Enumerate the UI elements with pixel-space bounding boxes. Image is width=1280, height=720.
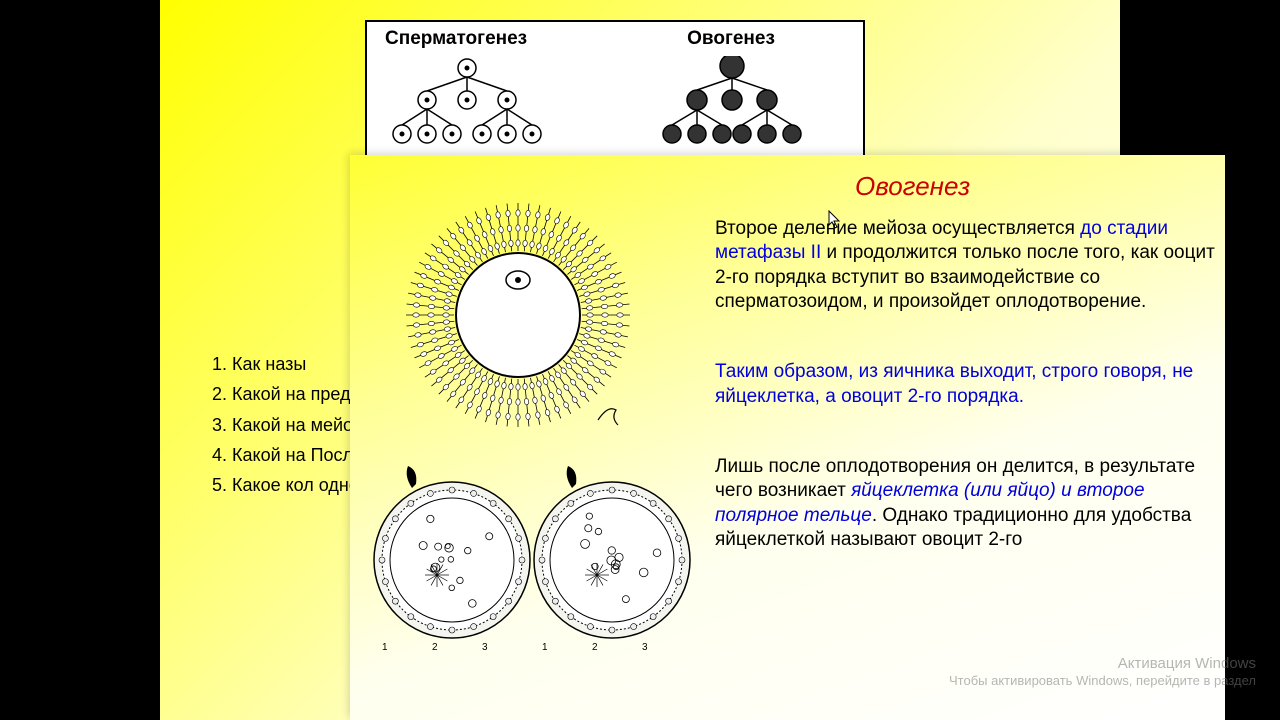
paragraph-1: Второе деление мейоза осуществляется до … — [715, 217, 1225, 314]
oogenesis-label: Овогенез — [687, 28, 775, 50]
svg-text:2: 2 — [432, 642, 438, 653]
svg-text:2: 2 — [592, 642, 598, 653]
main-text: Второе деление мейоза осуществляется до … — [715, 217, 1225, 552]
watermark-line1: Активация Windows — [949, 654, 1256, 674]
svg-text:1: 1 — [382, 642, 388, 653]
paragraph-3: Лишь после оплодотворения он делится, в … — [715, 455, 1225, 552]
spermatogenesis-label: Сперматогенез — [385, 28, 527, 50]
slide-area: Сперматогенез Овогенез Как назы Какой на… — [160, 0, 1120, 720]
gametogenesis-diagram: Сперматогенез Овогенез — [365, 20, 865, 160]
text-span: Второе деление мейоза осуществляется — [715, 218, 1080, 239]
windows-watermark: Активация Windows Чтобы активировать Win… — [949, 654, 1256, 690]
svg-text:3: 3 — [482, 642, 488, 653]
front-slide: 1 2 3 1 2 3 Овогенез Второе деление мейоза о… — [350, 155, 1225, 720]
svg-text:3: 3 — [642, 642, 648, 653]
watermark-line2: Чтобы активировать Windows, перейдите в … — [949, 673, 1256, 690]
svg-text:1: 1 — [542, 642, 548, 653]
cell-tree-svg — [372, 56, 862, 156]
paragraph-2: Таким образом, из яичника выходит, строг… — [715, 360, 1225, 409]
fertilization-illustration: 1 2 3 1 2 3 — [362, 460, 700, 660]
oocyte-illustration — [398, 195, 638, 435]
oogenesis-title: Овогенез — [855, 171, 970, 202]
